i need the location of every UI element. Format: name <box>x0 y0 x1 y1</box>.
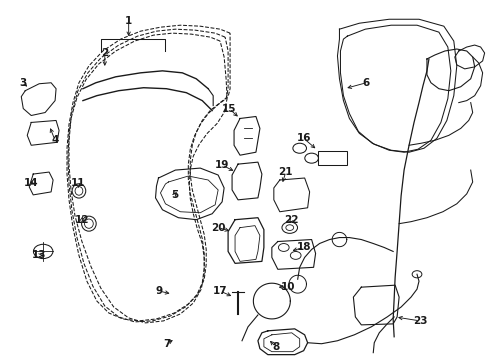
Text: 7: 7 <box>163 339 170 349</box>
Text: 6: 6 <box>362 78 369 88</box>
Text: 19: 19 <box>215 160 229 170</box>
Text: 2: 2 <box>101 48 108 58</box>
Text: 13: 13 <box>32 251 46 260</box>
Text: 8: 8 <box>272 342 279 352</box>
Text: 3: 3 <box>20 78 27 88</box>
Text: 16: 16 <box>296 133 310 143</box>
Text: 5: 5 <box>170 190 178 200</box>
Text: 14: 14 <box>24 178 39 188</box>
Text: 11: 11 <box>71 178 85 188</box>
Text: 23: 23 <box>412 316 427 326</box>
Text: 10: 10 <box>280 282 294 292</box>
Bar <box>317 151 346 165</box>
Text: 15: 15 <box>222 104 236 113</box>
Text: 17: 17 <box>212 286 227 296</box>
Text: 12: 12 <box>75 215 89 225</box>
Text: 18: 18 <box>296 243 310 252</box>
Text: 9: 9 <box>156 286 163 296</box>
Text: 20: 20 <box>210 222 225 233</box>
Text: 22: 22 <box>284 215 298 225</box>
Text: 4: 4 <box>51 135 59 145</box>
Text: 1: 1 <box>125 16 132 26</box>
Text: 21: 21 <box>278 167 292 177</box>
